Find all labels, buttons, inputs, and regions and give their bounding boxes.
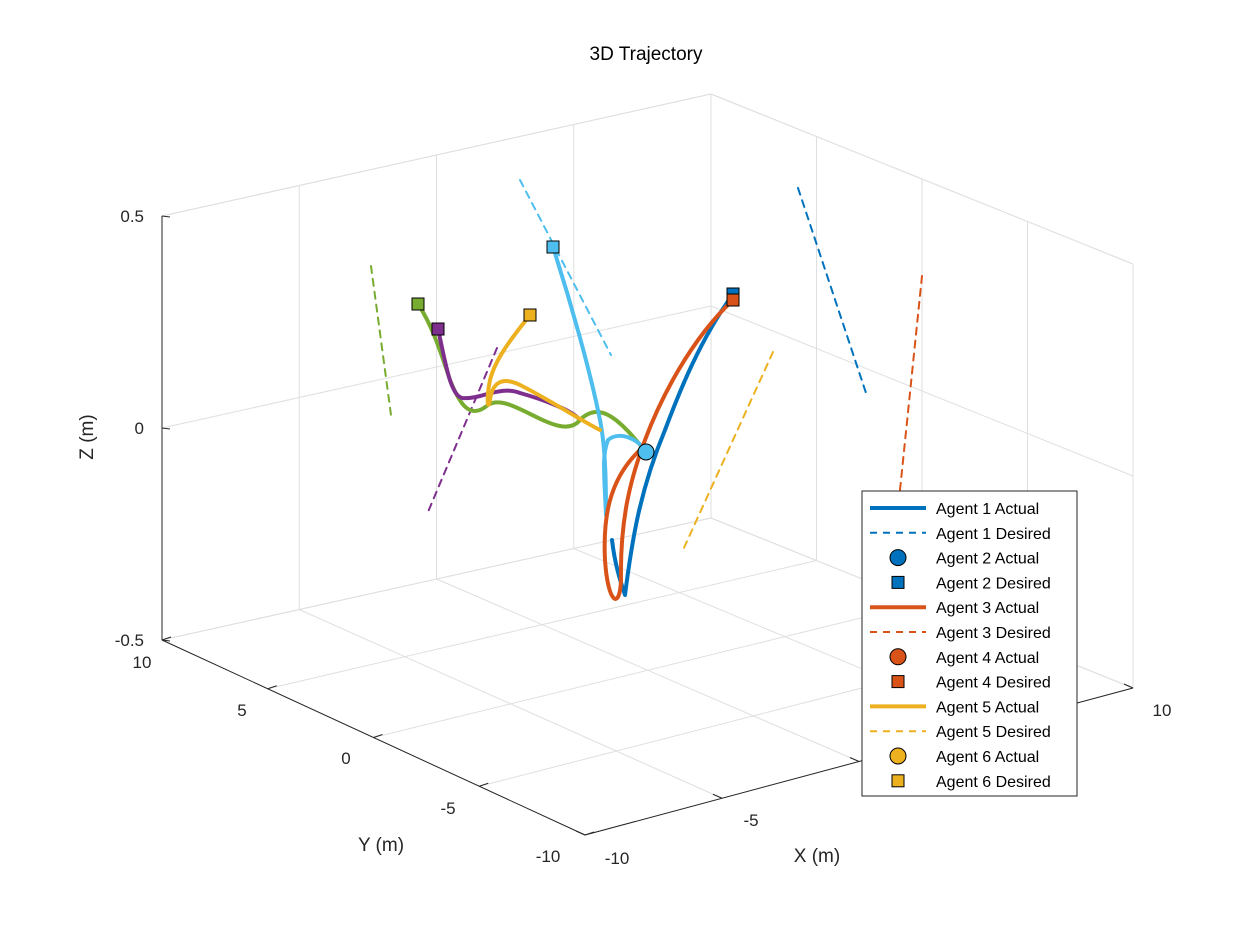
legend-label-6: Agent 3 Desired [936,625,1051,642]
legend-swatch-7 [889,648,907,666]
legend-label-5: Agent 3 Actual [936,600,1039,617]
trajectories [370,179,923,601]
legend-label-7: Agent 4 Actual [936,650,1039,667]
y-tick [161,636,172,641]
x-axis-label: X (m) [794,846,840,867]
legend-label-9: Agent 5 Actual [936,699,1039,716]
legend-label-8: Agent 4 Desired [936,675,1051,692]
agent-3-actual-line [602,298,735,601]
desired-line-cyan [519,179,612,356]
z-axis-label: Z (m) [77,414,98,459]
grid-line [436,578,860,762]
y-tick [267,685,277,690]
chart-title: 3D Trajectory [590,44,703,65]
actual-line-green [416,302,648,454]
desired-marker-cyan [546,240,560,254]
z-tick-label: -0.5 [115,631,144,650]
y-tick-label: -5 [440,799,455,818]
legend-label-1: Agent 1 Actual [936,501,1039,518]
desired-line-purple [427,347,498,513]
legend-label-4: Agent 2 Desired [936,575,1051,592]
x-tick [1123,683,1134,689]
agent-6-desired-marker [523,308,537,322]
desired-marker-green [411,297,425,311]
grid-line [161,305,712,429]
z-tick [161,215,171,218]
box-edge [161,93,712,217]
x-tick-label: -10 [605,849,630,868]
z-tick [161,427,171,430]
x-tick-label: 10 [1153,701,1172,720]
desired-marker-purple [431,322,445,336]
y-tick-label: 10 [133,653,152,672]
agent-1-desired-line [797,187,867,394]
legend-label-12: Agent 6 Desired [936,774,1051,791]
legend-swatch-8 [891,675,905,689]
legend-swatch-4 [891,575,905,589]
y-tick-label: 0 [341,749,350,768]
z-tick-label: 0 [135,419,144,438]
y-axis-label: Y (m) [358,835,404,856]
x-tick [849,757,860,762]
tick-labels: 0.5 0 -0.5 10 5 0 -5 -10 -10 -5 10 [115,207,1172,868]
desired-line-green [370,265,392,416]
actual-line-cyan [551,245,648,517]
legend-label-3: Agent 2 Actual [936,551,1039,568]
legend: Agent 1 Actual Agent 1 Desired Agent 2 Act… [861,490,1078,797]
y-tick-label: -10 [536,847,561,866]
x-tick [712,793,723,799]
agent-3-desired-line [899,275,923,491]
legend-swatch-12 [891,774,905,788]
x-tick-label: -5 [743,811,758,830]
legend-label-11: Agent 6 Actual [936,749,1039,766]
legend-swatch-3 [889,549,907,567]
legend-label-10: Agent 5 Desired [936,724,1051,741]
grid-line [710,305,1134,477]
legend-box [861,490,1078,797]
z-tick [161,639,171,642]
y-tick [479,782,489,787]
y-tick [373,734,383,738]
z-tick-label: 0.5 [120,207,144,226]
legend-label-2: Agent 1 Desired [936,526,1051,543]
agent-4-desired-marker [726,293,740,307]
actual-marker-cyan [637,443,655,461]
y-tick-label: 5 [237,701,246,720]
box-edge [710,93,1134,265]
grid-line [161,517,712,641]
agent-5-actual-line [485,313,602,432]
agent-1-actual-line [610,292,735,597]
y-tick [584,831,595,836]
legend-swatch-11 [889,747,907,765]
agent-5-desired-line [682,351,774,551]
x-tick [575,830,586,836]
